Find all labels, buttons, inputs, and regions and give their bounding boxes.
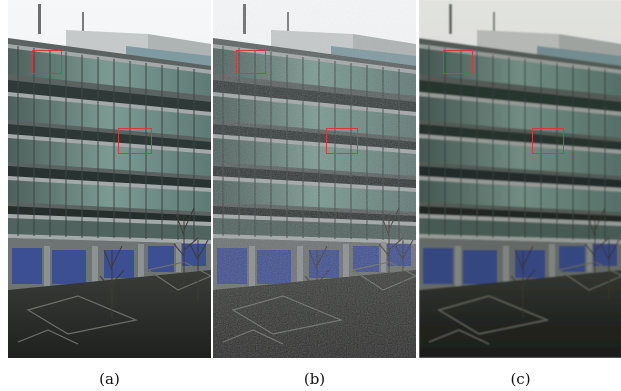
highlight-box-top-left-b	[236, 50, 266, 74]
photo-panel-c	[419, 0, 621, 358]
highlight-box-center-a	[118, 128, 152, 154]
caption-b: (b)	[303, 370, 326, 388]
highlight-box-top-left-c	[443, 50, 473, 74]
highlight-box-center-b	[326, 128, 358, 154]
caption-c: (c)	[510, 370, 531, 388]
caption-a: (a)	[99, 370, 120, 388]
photo-panel-a	[8, 0, 211, 358]
highlight-box-top-left-a	[32, 50, 62, 74]
photo-panel-b	[213, 0, 416, 358]
highlight-box-center-c	[532, 128, 564, 154]
